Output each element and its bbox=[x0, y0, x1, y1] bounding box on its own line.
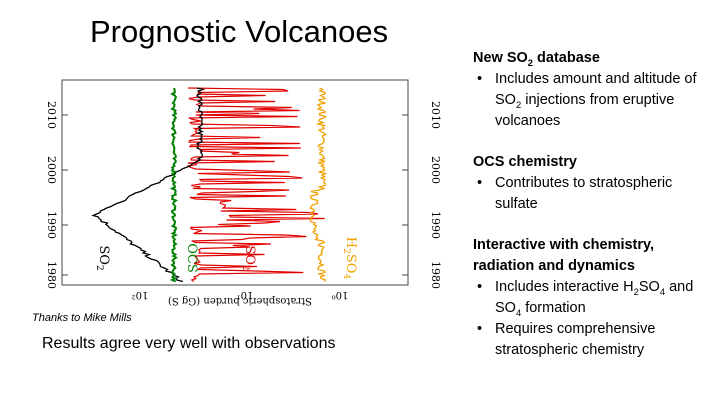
text-run: OCS chemistry bbox=[473, 154, 577, 170]
bullet: Requires comprehensive stratospheric che… bbox=[473, 319, 713, 361]
credit: Thanks to Mike Mills bbox=[32, 312, 132, 324]
section: OCS chemistry Contributes to stratospheri… bbox=[473, 152, 713, 215]
text-run: SO bbox=[638, 279, 660, 295]
text-run: formation bbox=[521, 300, 586, 316]
label-run: SO bbox=[343, 254, 358, 274]
section: Interactive with chemistry, radiation an… bbox=[473, 235, 713, 361]
axis-tick-label: 10² bbox=[132, 289, 149, 300]
year-label: 1980 bbox=[429, 261, 442, 289]
year-label: 2000 bbox=[45, 156, 58, 184]
figure-trace bbox=[309, 87, 328, 282]
axis-tick-label: 10⁰ bbox=[332, 289, 349, 300]
slide-title: Prognostic Volcanoes bbox=[90, 14, 389, 49]
series-label: SO2 bbox=[240, 245, 257, 270]
label-run: OCS bbox=[184, 243, 199, 273]
subscript: 2 bbox=[633, 285, 639, 297]
label-run: 2 bbox=[341, 248, 351, 254]
text-column: New SO2 databaseIncludes amount and alti… bbox=[473, 48, 713, 381]
bullet: Includes interactive H2SO4 and SO4 forma… bbox=[473, 277, 713, 319]
section: New SO2 databaseIncludes amount and alti… bbox=[473, 48, 713, 132]
figure-trace bbox=[91, 87, 206, 283]
text-run: database bbox=[533, 50, 600, 66]
year-label: 2010 bbox=[429, 101, 442, 129]
text-run: Contributes to stratospheric sulfate bbox=[495, 175, 673, 212]
section-heading: New SO2 database bbox=[473, 48, 713, 69]
axis-tick-label: 10¹ bbox=[237, 289, 254, 300]
subscript: 2 bbox=[515, 98, 522, 110]
figure-trace bbox=[186, 87, 325, 283]
subscript: 4 bbox=[659, 285, 666, 297]
subscript: 2 bbox=[527, 56, 534, 68]
text-run: Requires comprehensive stratospheric che… bbox=[495, 321, 656, 358]
label-run: 2 bbox=[240, 265, 250, 271]
section-heading: OCS chemistry bbox=[473, 152, 713, 173]
label-run: 2 bbox=[94, 265, 104, 271]
plot-frame bbox=[61, 79, 409, 286]
text-run: injections from eruptive volcanoes bbox=[495, 92, 675, 129]
text-run: Includes amount and altitude of SO bbox=[495, 71, 697, 108]
figure-trace bbox=[169, 87, 178, 283]
year-label: 1980 bbox=[45, 261, 58, 289]
label-run: SO bbox=[242, 245, 257, 265]
year-label: 1990 bbox=[429, 211, 442, 239]
subscript: 4 bbox=[515, 306, 522, 318]
text-run: New SO bbox=[473, 50, 528, 66]
series-label: OCS bbox=[184, 243, 199, 273]
bullet: Contributes to stratospheric sulfate bbox=[473, 173, 713, 215]
axis-title: Stratospheric burden (Gg S) bbox=[168, 295, 312, 306]
caption: Results agree very well with observation… bbox=[42, 335, 336, 352]
text-run: Interactive with chemistry, radiation an… bbox=[473, 237, 655, 274]
label-run: 4 bbox=[341, 273, 351, 279]
section-heading: Interactive with chemistry, radiation an… bbox=[473, 235, 713, 277]
label-run: SO bbox=[96, 245, 111, 265]
series-label: SO2 bbox=[94, 245, 111, 270]
text-run: Includes interactive H bbox=[495, 279, 634, 295]
label-run: H bbox=[343, 237, 358, 248]
text-run: and SO bbox=[495, 279, 694, 316]
bullet: Includes amount and altitude of SO2 inje… bbox=[473, 69, 713, 132]
year-label: 2000 bbox=[429, 156, 442, 184]
series-label: H2SO4 bbox=[341, 237, 358, 280]
year-label: 2010 bbox=[45, 101, 58, 129]
year-label: 1990 bbox=[45, 211, 58, 239]
